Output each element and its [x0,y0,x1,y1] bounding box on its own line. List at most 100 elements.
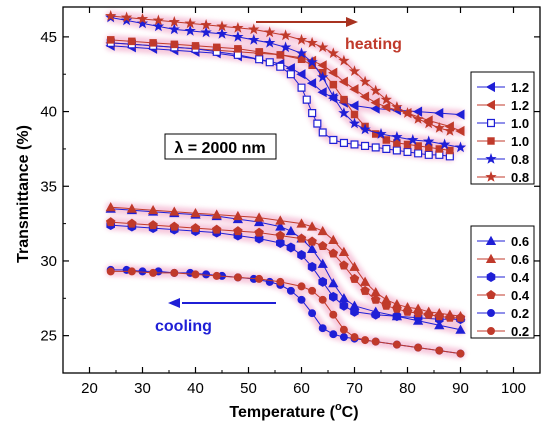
data-point [392,146,401,155]
legend-entry: 0.4 [477,270,530,285]
legend-label: 0.8 [511,152,529,167]
x-tick-label: 20 [81,380,98,397]
data-point [371,143,380,152]
data-point [329,80,338,89]
data-point [456,349,465,358]
legend-entry: 1.2 [477,98,529,113]
data-point [107,36,115,44]
data-point [148,220,158,230]
legend-marker [485,235,497,245]
data-point [423,309,434,319]
legend-entry: 0.4 [477,288,530,303]
data-point [313,119,322,128]
x-axis-title-main: Temperature ( [229,404,335,421]
data-point [127,218,137,228]
x-tick-label: 90 [452,380,469,397]
data-point [285,225,297,236]
data-point [120,11,133,23]
data-point [170,40,179,49]
data-point [126,203,138,213]
data-point [338,246,350,256]
data-point [184,24,196,36]
data-point [248,33,260,45]
data-point [136,17,149,29]
data-point [392,340,401,349]
data-point [455,324,466,334]
data-point [402,306,413,316]
data-point [106,267,115,276]
data-point [265,58,274,67]
data-point [370,97,380,108]
data-point [454,141,467,153]
data-point [318,324,327,333]
data-point [253,212,265,222]
legend-entry: 0.2 [477,324,529,339]
series-cooling-0-8-4 [105,11,467,153]
data-point [211,209,222,219]
data-point [306,243,318,253]
data-point [302,95,311,104]
data-point [152,14,165,26]
data-point [359,276,371,286]
data-point [339,333,348,342]
legend-label: 0.4 [511,288,530,303]
data-point [445,312,455,322]
y-tick-label: 35 [40,178,57,195]
data-point [306,56,318,68]
data-point [370,294,381,304]
data-point [275,221,286,231]
data-point [317,225,328,236]
data-point [276,62,285,71]
data-point [306,36,318,48]
data-point [349,261,360,271]
x-tick-label: 50 [240,380,257,397]
legend-entry: 0.2 [477,306,529,321]
data-point [168,15,180,27]
data-point [328,67,338,78]
data-point [339,138,348,147]
data-point [370,84,382,96]
legend-label: 0.4 [511,270,530,285]
data-point [286,286,295,295]
legend-entry: 0.6 [477,252,529,267]
data-point [307,261,317,272]
data-point [279,29,292,41]
data-point [381,101,391,113]
x-tick-label: 40 [187,380,204,397]
data-point [359,75,371,87]
legend-marker [487,327,495,335]
legend-frame [470,225,535,339]
heating-label: heating [345,36,402,53]
data-point [318,295,327,304]
data-point [327,47,339,59]
series-layer [105,9,467,358]
legend-marker [485,152,497,164]
data-point [232,30,244,42]
data-point [200,26,212,38]
data-point [264,26,276,38]
data-point [455,109,465,120]
data-point [412,113,424,124]
data-point [147,204,159,215]
data-point [423,135,435,147]
data-point [338,107,350,118]
data-point [371,309,380,320]
data-point [295,47,308,59]
legend-label: 1.0 [511,116,529,131]
legend-label: 0.6 [511,252,529,267]
legend-marker [487,309,495,317]
data-point [338,54,350,66]
data-point [200,18,212,30]
legend-marker [487,137,495,145]
data-point [202,270,211,279]
data-point [317,258,328,268]
data-point [233,273,242,282]
data-point [190,223,201,233]
legend-label: 1.2 [511,80,529,95]
data-point [329,310,338,319]
data-point [392,303,402,313]
x-tick-label: 100 [501,380,526,397]
data-point [455,125,465,137]
data-point [297,250,306,260]
data-point [371,337,380,346]
